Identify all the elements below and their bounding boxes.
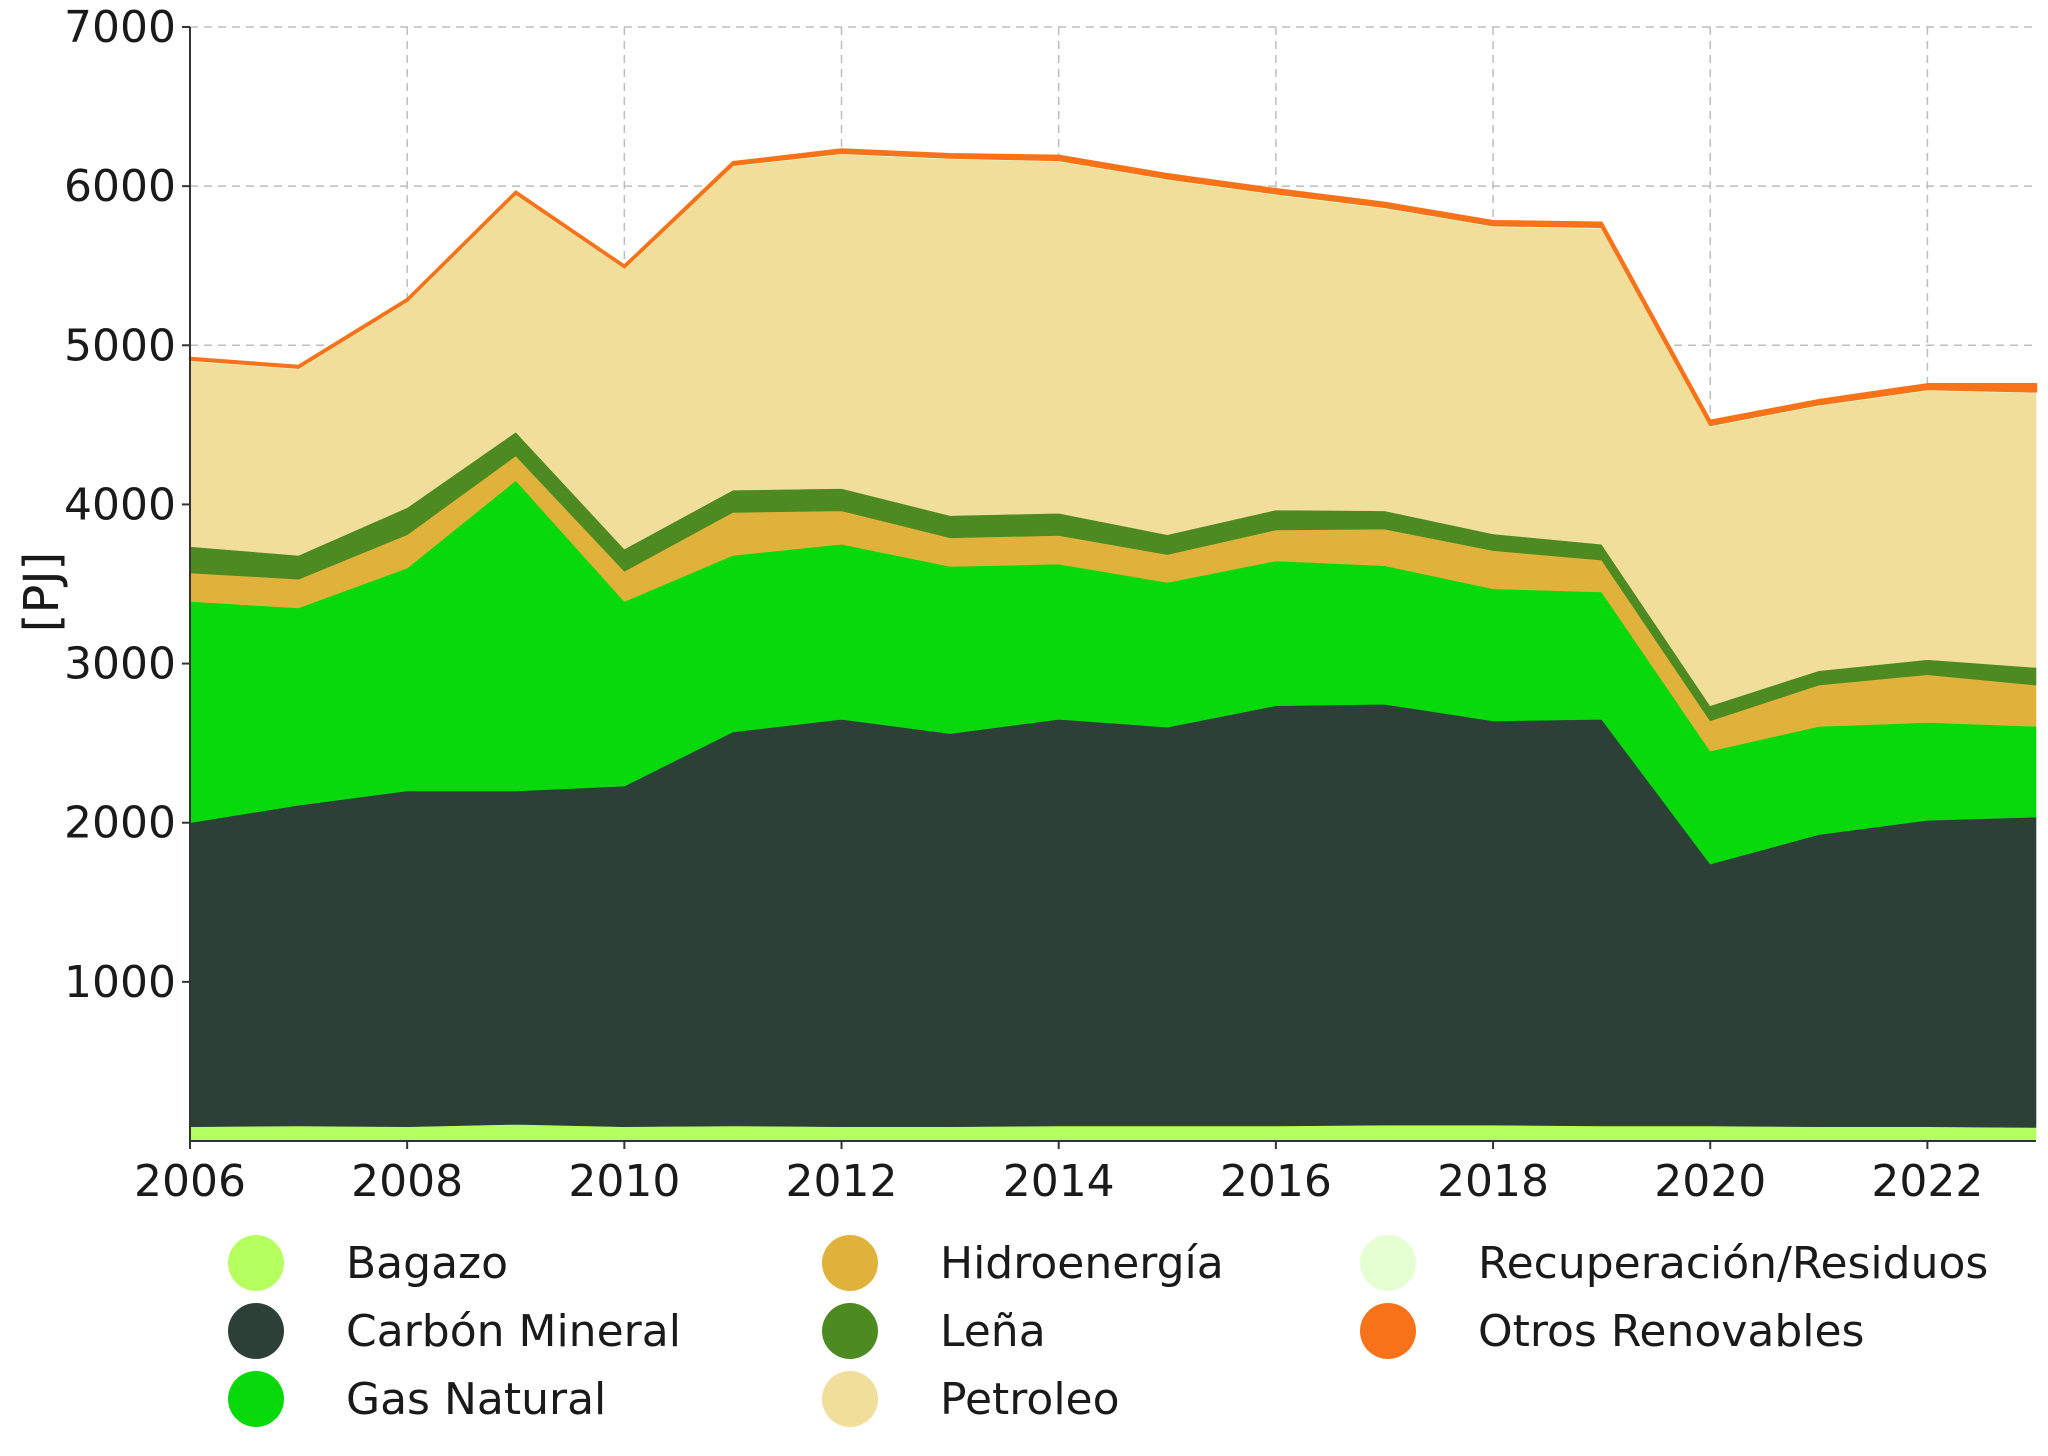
y-tick-label-6000: 6000 <box>64 161 176 212</box>
y-tick-label-1000: 1000 <box>64 957 176 1008</box>
legend-item-bagazo: Bagazo <box>228 1235 508 1291</box>
legend-item-petroleo: Petroleo <box>822 1371 1120 1427</box>
x-tick-label-2016: 2016 <box>1220 1156 1332 1207</box>
legend-swatch-recuperacion-residuos <box>1360 1235 1416 1291</box>
legend-item-gas-natural: Gas Natural <box>228 1371 606 1427</box>
legend-swatch-otros-renovables <box>1360 1303 1416 1359</box>
legend-item-lena: Leña <box>822 1303 1046 1359</box>
y-tick-label-5000: 5000 <box>64 320 176 371</box>
x-tick-label-2020: 2020 <box>1654 1156 1766 1207</box>
legend-label-petroleo: Petroleo <box>940 1373 1120 1425</box>
legend-swatch-lena <box>822 1303 878 1359</box>
legend-label-gas-natural: Gas Natural <box>346 1373 607 1425</box>
legend-label-hidroenergia: Hidroenergía <box>940 1237 1224 1289</box>
legend-label-bagazo: Bagazo <box>346 1237 509 1289</box>
y-axis-label: [PJ] <box>14 552 70 633</box>
x-tick-label-2022: 2022 <box>1871 1156 1983 1207</box>
x-tick-label-2010: 2010 <box>568 1156 680 1207</box>
legend-label-recuperacion-residuos: Recuperación/Residuos <box>1478 1237 1989 1289</box>
legend-swatch-hidroenergia <box>822 1235 878 1291</box>
x-tick-label-2012: 2012 <box>786 1156 898 1207</box>
x-tick-label-2014: 2014 <box>1003 1156 1115 1207</box>
axes <box>189 27 2036 1142</box>
y-tick-label-4000: 4000 <box>64 479 176 530</box>
legend-label-carbon-mineral: Carbón Mineral <box>346 1305 681 1357</box>
legend-swatch-gas-natural <box>228 1371 284 1427</box>
x-axis-ticks: 2006 2008 2010 2012 2014 2016 2018 2020 2022 <box>134 1141 1983 1207</box>
x-tick-label-2008: 2008 <box>351 1156 463 1207</box>
area-otros-renovables <box>188 148 2038 427</box>
legend-item-hidroenergia: Hidroenergía <box>822 1235 1224 1291</box>
area-bagazo <box>189 1124 2037 1142</box>
legend-label-otros-renovables: Otros Renovables <box>1478 1305 1865 1357</box>
legend: Bagazo Carbón Mineral Gas Natural Hidroener… <box>0 1225 2048 1445</box>
legend-swatch-petroleo <box>822 1371 878 1427</box>
legend-label-lena: Leña <box>940 1305 1046 1357</box>
legend-swatch-carbon-mineral <box>228 1303 284 1359</box>
legend-item-carbon-mineral: Carbón Mineral <box>228 1303 681 1359</box>
legend-item-otros-renovables: Otros Renovables <box>1360 1303 1864 1359</box>
y-tick-label-2000: 2000 <box>64 798 176 849</box>
x-tick-label-2018: 2018 <box>1437 1156 1549 1207</box>
y-axis-ticks: 1000 2000 3000 4000 5000 6000 7000 <box>64 2 190 1008</box>
stacked-areas <box>188 148 2038 1142</box>
legend-item-recuperacion-residuos: Recuperación/Residuos <box>1360 1235 1988 1291</box>
y-tick-label-7000: 7000 <box>64 2 176 53</box>
legend-swatch-bagazo <box>228 1235 284 1291</box>
area-chart: 2006 2008 2010 2012 2014 2016 2018 2020 2022 100… <box>14 2 2038 1207</box>
y-tick-label-3000: 3000 <box>64 639 176 690</box>
x-tick-label-2006: 2006 <box>134 1156 246 1207</box>
